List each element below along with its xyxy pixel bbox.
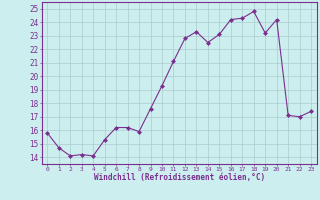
X-axis label: Windchill (Refroidissement éolien,°C): Windchill (Refroidissement éolien,°C) <box>94 173 265 182</box>
